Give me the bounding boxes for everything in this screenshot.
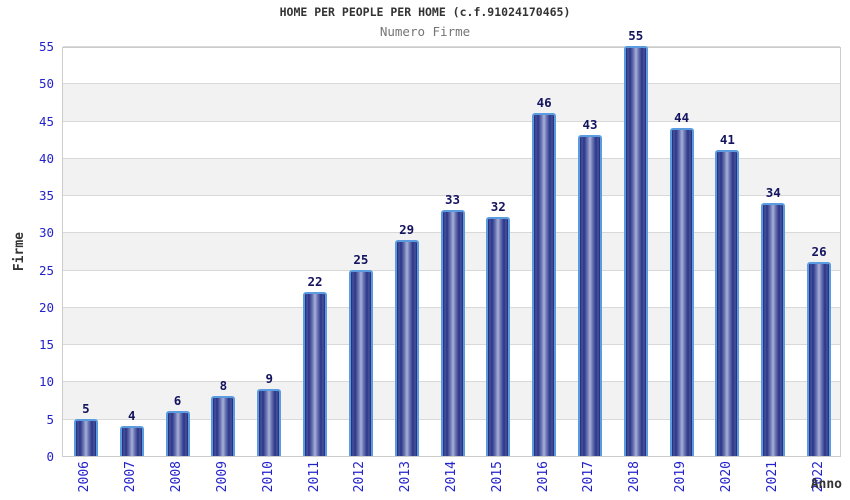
x-tick-label-text: 2011 xyxy=(306,461,322,493)
x-tick-label-text: 2017 xyxy=(581,461,597,493)
bar-2016 xyxy=(532,113,557,456)
bar-value-label: 44 xyxy=(674,110,690,125)
x-tick-label-text: 2012 xyxy=(352,461,368,493)
y-tick-label: 0 xyxy=(46,449,54,464)
x-tick-label: 2019 xyxy=(658,461,704,500)
bar-value-label: 4 xyxy=(127,408,136,424)
x-tick-label: 2007 xyxy=(108,461,154,500)
gridline xyxy=(63,46,840,47)
bar-value-label: 5 xyxy=(82,400,90,416)
y-tick-label: 5 xyxy=(46,411,54,427)
x-tick-label-text: 2021 xyxy=(764,461,780,493)
gridline xyxy=(63,195,840,197)
x-tick-label: 2008 xyxy=(154,461,200,500)
gridline xyxy=(63,83,840,85)
bar-2009 xyxy=(211,396,236,456)
gridline xyxy=(63,120,840,122)
x-tick-label-text: 2006 xyxy=(77,461,93,493)
chart-title: HOME PER PEOPLE PER HOME (c.f.9102417046… xyxy=(279,5,571,19)
bar-value-label: 32 xyxy=(490,199,506,215)
bar-value-label: 34 xyxy=(765,184,781,200)
x-tick-label-text: 2020 xyxy=(718,461,734,493)
y-tick-label: 55 xyxy=(38,39,54,54)
x-tick-label-text: 2013 xyxy=(398,461,414,493)
x-tick-label: 2021 xyxy=(749,461,795,500)
x-tick-label-text: 2014 xyxy=(443,461,459,493)
bar-value-label: 6 xyxy=(173,393,182,409)
x-tick-label-text: 2018 xyxy=(627,461,643,493)
bar-value-label: 8 xyxy=(219,378,228,394)
chart-subtitle: Numero Firme xyxy=(379,24,471,39)
x-tick-label: 2018 xyxy=(612,461,658,500)
background-band xyxy=(63,157,840,196)
x-tick-label-text: 2007 xyxy=(123,461,139,493)
y-tick-label: 50 xyxy=(38,76,54,92)
x-tick-label: 2006 xyxy=(62,461,108,500)
bar-2010 xyxy=(257,388,282,456)
bar-2018 xyxy=(623,46,648,456)
x-tick-label-text: 2019 xyxy=(673,461,689,493)
bar-2021 xyxy=(761,202,786,456)
bar-2012 xyxy=(348,269,373,456)
y-tick-label: 25 xyxy=(38,262,54,278)
bar-value-label: 33 xyxy=(444,192,461,207)
bar-2019 xyxy=(669,128,694,456)
y-tick-label: 40 xyxy=(38,150,54,166)
bar-2015 xyxy=(486,217,511,456)
x-axis-title: Anno xyxy=(810,477,842,492)
x-tick-label: 2020 xyxy=(704,461,750,500)
x-tick-label: 2015 xyxy=(474,461,520,500)
x-tick-label: 2013 xyxy=(383,461,429,500)
bar-2020 xyxy=(715,150,740,456)
bar-value-label: 22 xyxy=(307,274,323,289)
x-tick-label: 2016 xyxy=(520,461,566,500)
x-tick-label-text: 2008 xyxy=(169,461,185,493)
x-tick-label: 2010 xyxy=(245,461,291,500)
y-tick-label: 35 xyxy=(38,188,54,204)
bar-value-label: 41 xyxy=(719,132,735,148)
y-tick-label: 20 xyxy=(38,299,54,315)
bar-2008 xyxy=(165,411,190,456)
plot-area: 5 4 6 8 9 22 25 29 33 32 46 43 55 44 41 34 26 xyxy=(62,28,841,457)
bar-value-label: 9 xyxy=(265,370,273,386)
y-axis-title: Firme xyxy=(10,47,28,457)
bar-2014 xyxy=(440,210,465,456)
x-tick-label: 2014 xyxy=(429,461,475,500)
bar-2011 xyxy=(303,292,328,456)
bar-value-label: 29 xyxy=(399,221,415,237)
bar-value-label: 43 xyxy=(582,117,598,133)
x-tick-label-text: 2016 xyxy=(535,461,551,493)
x-tick-label: 2017 xyxy=(566,461,612,500)
x-tick-label-text: 2010 xyxy=(260,461,276,493)
bar-value-label: 26 xyxy=(811,244,827,260)
y-tick-label: 10 xyxy=(38,374,54,390)
y-tick-label: 30 xyxy=(38,225,54,241)
x-tick-label: 2009 xyxy=(199,461,245,500)
bar-value-label: 55 xyxy=(628,28,644,43)
bar-2022 xyxy=(807,262,832,456)
x-tick-label: 2012 xyxy=(337,461,383,500)
bar-value-label: 46 xyxy=(536,95,552,111)
background-band xyxy=(63,83,840,121)
bar-2017 xyxy=(577,135,602,456)
x-tick-label-text: 2009 xyxy=(214,461,230,493)
bar-2006 xyxy=(73,418,98,456)
gridline xyxy=(63,157,840,159)
x-tick-label: 2011 xyxy=(291,461,337,500)
y-tick-label: 45 xyxy=(38,113,54,129)
bar-2013 xyxy=(394,239,419,456)
bar-value-label: 25 xyxy=(353,251,369,267)
bar-2007 xyxy=(119,426,144,456)
x-tick-label-text: 2015 xyxy=(489,461,505,493)
y-tick-label: 15 xyxy=(38,337,54,353)
